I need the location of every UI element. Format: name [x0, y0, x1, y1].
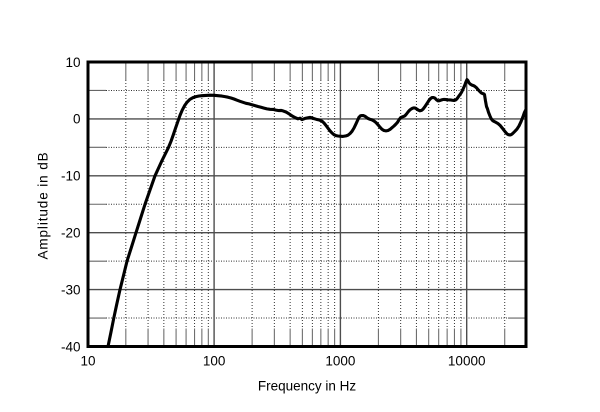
svg-text:Amplitude in dB: Amplitude in dB [36, 151, 51, 259]
svg-text:Frequency in Hz: Frequency in Hz [258, 379, 357, 394]
svg-text:10000: 10000 [448, 353, 486, 368]
svg-text:-40: -40 [61, 339, 81, 354]
svg-text:10: 10 [65, 55, 80, 70]
svg-text:0: 0 [73, 112, 81, 127]
svg-text:10: 10 [80, 353, 95, 368]
svg-text:-20: -20 [61, 226, 81, 241]
svg-text:1000: 1000 [325, 353, 355, 368]
svg-text:100: 100 [203, 353, 226, 368]
svg-text:-10: -10 [61, 169, 81, 184]
svg-text:-30: -30 [61, 282, 81, 297]
